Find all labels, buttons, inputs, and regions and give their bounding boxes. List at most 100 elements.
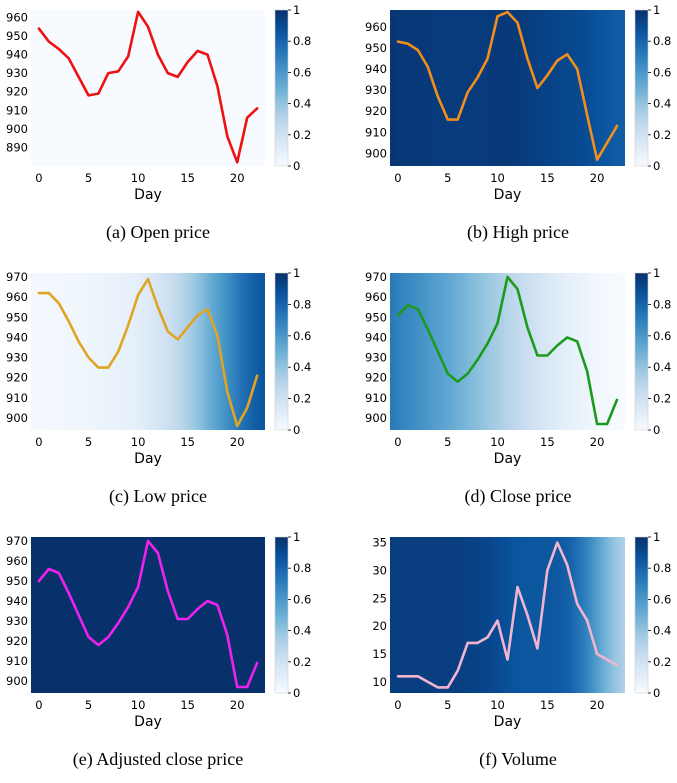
data-point <box>586 619 588 621</box>
data-point <box>417 49 419 51</box>
data-point <box>536 354 538 356</box>
data-point <box>137 11 139 13</box>
colorbar-tick-label: 0.2 <box>293 392 311 406</box>
heatmap-background <box>390 537 625 693</box>
data-point <box>236 686 238 688</box>
y-tick-label: 900 <box>6 411 28 425</box>
panel-adjusted-close-price: (e) Adjusted close price 900 910 920 930 940… <box>6 530 311 770</box>
data-point <box>107 366 109 368</box>
x-tick-label: 20 <box>590 698 605 712</box>
data-point <box>467 642 469 644</box>
x-tick-label: 0 <box>35 435 42 449</box>
data-point <box>447 372 449 374</box>
data-point <box>117 70 119 72</box>
data-point <box>68 592 70 594</box>
data-point <box>427 328 429 330</box>
data-point <box>246 117 248 119</box>
data-point <box>526 57 528 59</box>
data-point <box>187 61 189 63</box>
data-point <box>606 142 608 144</box>
data-point <box>48 40 50 42</box>
data-point <box>417 308 419 310</box>
data-point <box>407 675 409 677</box>
panel-volume: (f) Volume 10 15 20 25 30 35 0 5 10 15 20 Day 0 0.2 0.… <box>372 530 671 770</box>
data-point <box>447 686 449 688</box>
colorbar-tick-label: 0.8 <box>653 297 671 311</box>
series-line <box>37 539 259 689</box>
data-point <box>417 675 419 677</box>
data-point <box>38 580 40 582</box>
data-point <box>397 675 399 677</box>
x-axis-label: Day <box>134 187 162 203</box>
y-tick-label: 930 <box>6 66 28 80</box>
y-tick-label: 20 <box>372 619 387 633</box>
x-tick-label: 5 <box>444 698 451 712</box>
colorbar-tick-label: 0.4 <box>293 97 311 111</box>
data-point <box>576 340 578 342</box>
data-point <box>147 278 149 280</box>
data-point <box>616 399 618 401</box>
x-tick-label: 5 <box>85 435 92 449</box>
data-point <box>546 569 548 571</box>
y-tick-label: 940 <box>365 62 387 76</box>
data-point <box>157 306 159 308</box>
data-point <box>147 26 149 28</box>
data-point <box>226 391 228 393</box>
y-tick-label: 960 <box>6 290 28 304</box>
y-tick-label: 910 <box>6 391 28 405</box>
y-tick-label: 15 <box>372 647 387 661</box>
y-tick-label: 30 <box>372 563 387 577</box>
data-point <box>437 95 439 97</box>
x-axis-label: Day <box>494 187 522 203</box>
data-point <box>206 53 208 55</box>
panel-caption: (e) Adjusted close price <box>73 749 243 770</box>
y-tick-label: 920 <box>6 634 28 648</box>
y-tick-label: 890 <box>6 140 28 154</box>
data-point <box>526 614 528 616</box>
y-tick-label: 970 <box>6 534 28 548</box>
data-point <box>167 590 169 592</box>
colorbar-tick-label: 0.4 <box>653 97 671 111</box>
data-point <box>77 76 79 78</box>
data-point <box>397 40 399 42</box>
x-tick-label: 15 <box>180 698 195 712</box>
panel-caption: (b) High price <box>467 222 569 243</box>
x-tick-label: 0 <box>35 698 42 712</box>
x-axis-label: Day <box>494 451 522 467</box>
data-point <box>246 407 248 409</box>
colorbar-tick-label: 0.6 <box>653 329 671 343</box>
colorbar <box>634 9 649 167</box>
colorbar-tick-label: 0.2 <box>653 392 671 406</box>
data-point <box>157 552 159 554</box>
y-tick-label: 930 <box>365 351 387 365</box>
heatmap-background <box>31 273 265 430</box>
data-point <box>536 647 538 649</box>
y-tick-label: 900 <box>365 146 387 160</box>
data-point <box>246 686 248 688</box>
colorbar-tick-label: 0.2 <box>293 128 311 142</box>
data-point <box>87 94 89 96</box>
data-point <box>486 57 488 59</box>
data-point <box>206 308 208 310</box>
colorbar-tick-label: 0.4 <box>653 624 671 638</box>
data-point <box>407 304 409 306</box>
data-point <box>616 125 618 127</box>
panel-caption: (d) Close price <box>465 486 572 507</box>
data-point <box>516 288 518 290</box>
colorbar-tick-label: 0.8 <box>293 297 311 311</box>
colorbar <box>634 272 649 431</box>
data-point <box>127 606 129 608</box>
heatmap-background <box>390 273 625 430</box>
data-point <box>167 72 169 74</box>
data-point <box>137 586 139 588</box>
data-point <box>68 57 70 59</box>
x-axis-label: Day <box>134 451 162 467</box>
data-point <box>196 314 198 316</box>
data-point <box>427 681 429 683</box>
data-point <box>447 118 449 120</box>
data-point <box>196 608 198 610</box>
data-point <box>127 55 129 57</box>
x-tick-label: 0 <box>394 698 401 712</box>
data-point <box>516 21 518 23</box>
data-point <box>616 664 618 666</box>
